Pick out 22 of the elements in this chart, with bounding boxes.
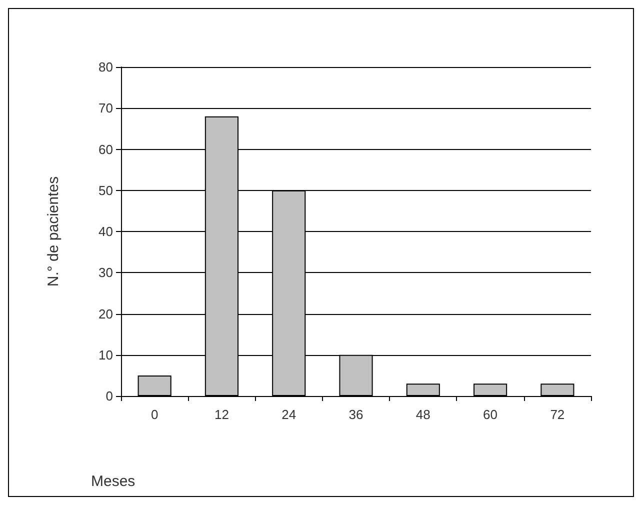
- x-tick-label: 60: [483, 407, 498, 422]
- y-axis-title: N.° de pacientes: [45, 176, 62, 287]
- x-tick-label: 72: [550, 407, 565, 422]
- y-tick-label: 60: [98, 142, 113, 157]
- x-tick-label: 36: [348, 407, 364, 422]
- y-tick-label: 30: [98, 265, 113, 280]
- y-tick-label: 0: [106, 388, 113, 404]
- x-tick-label: 48: [416, 407, 430, 422]
- bar: [540, 384, 574, 396]
- y-tick-label: 10: [98, 347, 113, 362]
- x-tick-label: 12: [214, 407, 229, 422]
- bar: [406, 384, 440, 396]
- x-tick-label: 0: [150, 407, 158, 422]
- bar: [474, 384, 508, 396]
- y-tick-label: 70: [98, 100, 113, 116]
- y-tick-label: 20: [98, 306, 113, 322]
- x-tick-label: 24: [282, 407, 296, 422]
- y-tick-label: 40: [98, 224, 113, 239]
- y-tick-label: 80: [98, 60, 113, 74]
- bar: [138, 375, 172, 396]
- x-axis-title: Meses: [91, 473, 136, 490]
- y-tick-label: 50: [98, 182, 113, 198]
